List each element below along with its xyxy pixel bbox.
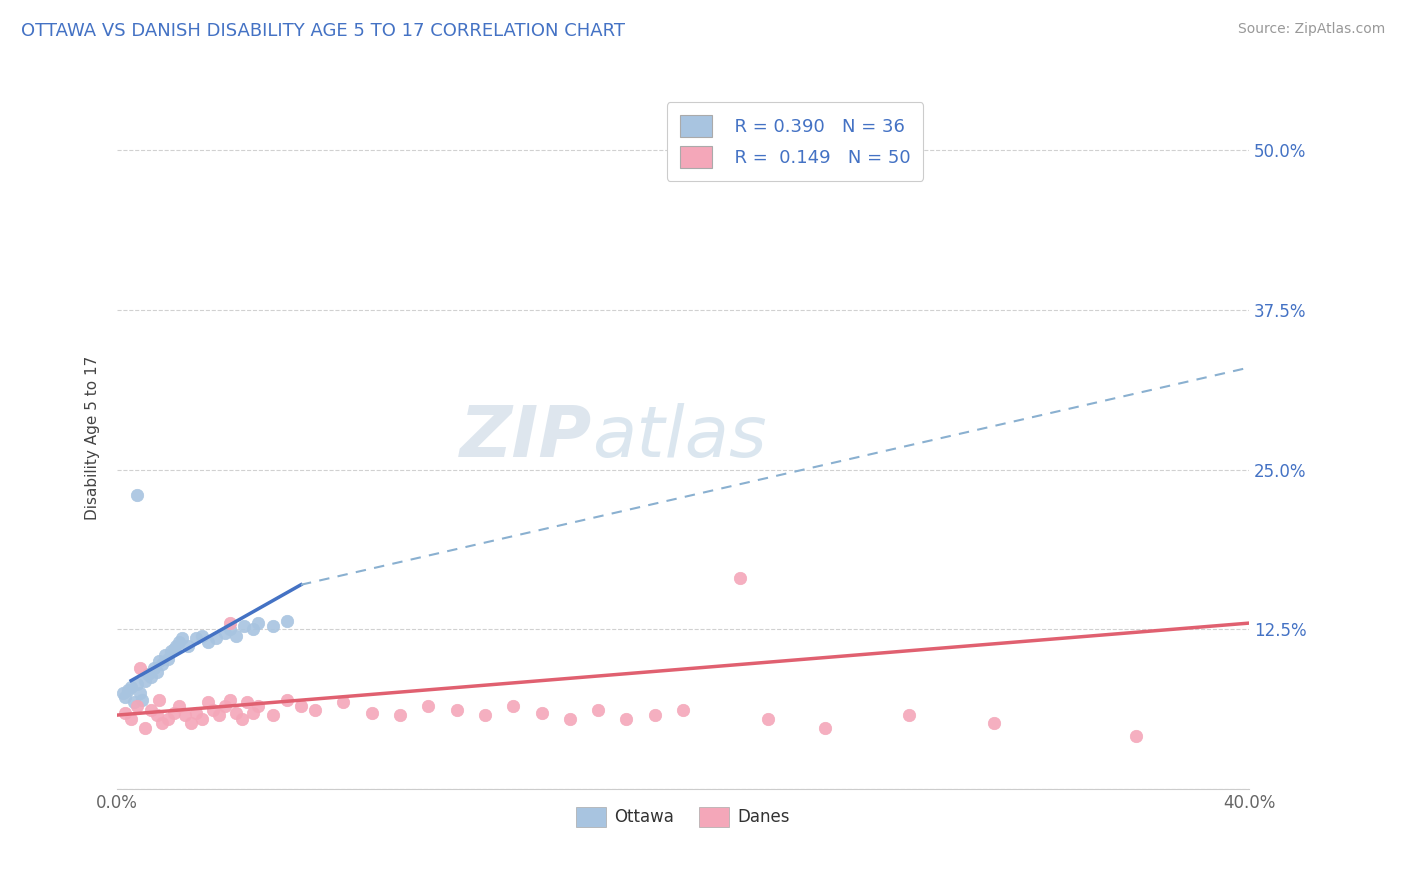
Point [530,706,553,720]
Point [208,708,231,723]
Point [180,715,202,730]
Point [332,695,354,709]
Point [644,708,666,723]
Point [262,618,284,632]
Point [153,648,176,662]
Point [813,721,835,735]
Point [122,695,145,709]
Point [145,708,167,723]
Point [672,703,695,717]
Point [247,616,270,631]
Point [159,644,181,658]
Point [214,626,236,640]
Point [191,629,214,643]
Point [242,706,264,720]
Point [290,699,312,714]
Point [142,661,165,675]
Text: ZIP: ZIP [460,403,592,472]
Point [236,695,259,709]
Point [111,686,134,700]
Point [120,712,142,726]
Point [389,708,412,723]
Point [247,699,270,714]
Point [162,641,184,656]
Point [120,680,142,694]
Point [134,673,156,688]
Point [474,708,496,723]
Point [225,629,247,643]
Text: OTTAWA VS DANISH DISABILITY AGE 5 TO 17 CORRELATION CHART: OTTAWA VS DANISH DISABILITY AGE 5 TO 17 … [21,22,626,40]
Point [219,623,242,637]
Point [191,712,214,726]
Point [262,708,284,723]
Point [1125,729,1147,743]
Point [202,703,225,717]
Point [186,706,208,720]
Point [219,692,242,706]
Point [231,712,253,726]
Point [616,712,638,726]
Point [756,712,779,726]
Point [162,706,184,720]
Point [219,616,242,631]
Point [148,655,170,669]
Point [114,706,136,720]
Point [125,488,148,502]
Point [134,721,156,735]
Point [114,690,136,705]
Point [304,703,326,717]
Point [139,703,162,717]
Point [174,708,197,723]
Point [117,682,139,697]
Point [125,677,148,691]
Point [276,692,298,706]
Point [167,699,190,714]
Point [131,692,153,706]
Point [558,712,581,726]
Point [125,699,148,714]
Point [145,665,167,679]
Point [156,652,179,666]
Point [586,703,609,717]
Text: Source: ZipAtlas.com: Source: ZipAtlas.com [1237,22,1385,37]
Point [446,703,468,717]
Point [983,715,1005,730]
Point [898,708,921,723]
Point [728,571,751,585]
Text: atlas: atlas [592,403,768,472]
Point [170,632,193,646]
Legend: Ottawa, Danes: Ottawa, Danes [569,800,797,834]
Point [242,623,264,637]
Point [150,715,173,730]
Point [128,661,150,675]
Point [156,712,179,726]
Point [502,699,524,714]
Point [150,657,173,671]
Point [186,632,208,646]
Point [167,635,190,649]
Point [139,670,162,684]
Y-axis label: Disability Age 5 to 17: Disability Age 5 to 17 [86,356,100,520]
Point [136,667,159,681]
Point [418,699,440,714]
Point [276,614,298,628]
Point [360,706,382,720]
Point [197,635,219,649]
Point [197,695,219,709]
Point [165,639,187,653]
Point [128,686,150,700]
Point [148,692,170,706]
Point [205,632,228,646]
Point [214,699,236,714]
Point [225,706,247,720]
Point [233,618,256,632]
Point [177,639,200,653]
